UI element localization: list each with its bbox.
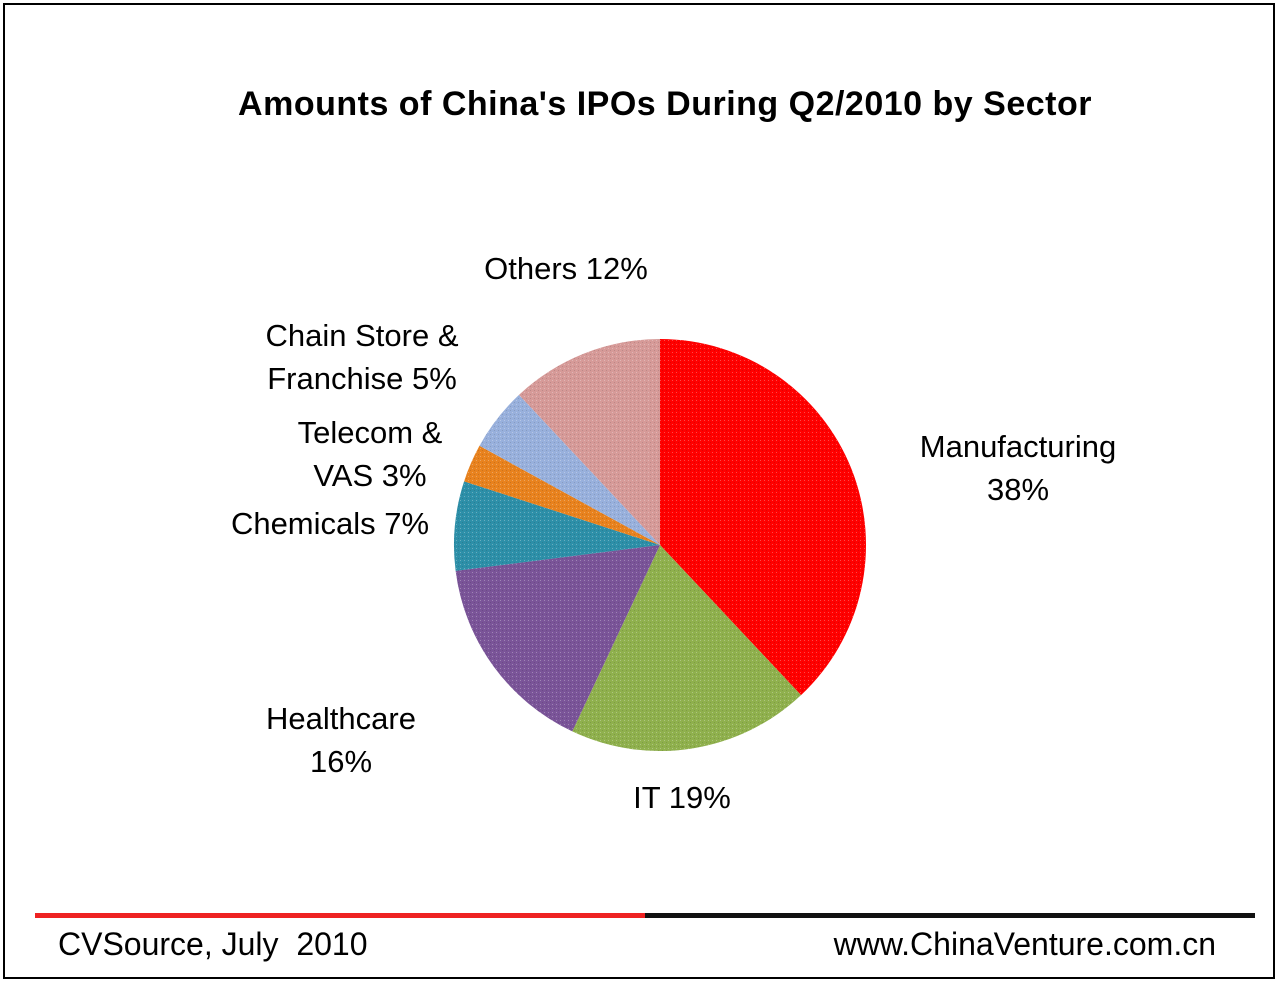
slice-label-chain-store-franchise: Chain Store & Franchise 5% [266, 318, 459, 396]
pie-slice-texture-others [518, 339, 660, 545]
slice-label-line: Others 12% [484, 251, 648, 286]
pie-slice-texture-chain-store-franchise [479, 394, 660, 545]
slice-label-healthcare: Healthcare 16% [266, 701, 416, 779]
pie-slice-texture-manufacturing [660, 339, 867, 696]
slice-label-line: 38% [987, 472, 1049, 507]
slice-label-telecom-vas: Telecom & VAS 3% [298, 415, 443, 493]
pie-slice-texture-healthcare [455, 545, 660, 732]
slice-label-line: Healthcare [266, 701, 416, 736]
slice-label-line: Chain Store & [266, 318, 459, 353]
pie-slices [453, 339, 867, 751]
slice-label-line: VAS 3% [313, 458, 426, 493]
slice-label-line: 16% [310, 744, 372, 779]
slice-label-manufacturing: Manufacturing 38% [920, 429, 1116, 507]
slice-label-line: Franchise 5% [267, 361, 457, 396]
slice-label-chemicals: Chemicals 7% [231, 506, 429, 541]
website-url: www.ChinaVenture.com.cn [833, 926, 1216, 962]
pie-slice-texture-it [572, 545, 802, 751]
slice-label-line: Chemicals 7% [231, 506, 429, 541]
slice-label-line: IT 19% [633, 780, 731, 815]
footer-rule-black [645, 913, 1255, 918]
source-credit: CVSource, July 2010 [58, 926, 368, 962]
pie-labels: Manufacturing 38% IT 19% Healthcare 16% Chemi… [231, 251, 1116, 815]
pie-slice-texture-chemicals [453, 481, 660, 571]
pie-slice-texture-telecom-vas [464, 445, 660, 545]
slice-label-line: Telecom & [298, 415, 443, 450]
slice-label-it: IT 19% [633, 780, 731, 815]
slice-label-line: Manufacturing [920, 429, 1116, 464]
footer-rule-red [35, 913, 647, 918]
slice-label-others: Others 12% [484, 251, 648, 286]
chart-title: Amounts of China's IPOs During Q2/2010 b… [238, 85, 1092, 123]
